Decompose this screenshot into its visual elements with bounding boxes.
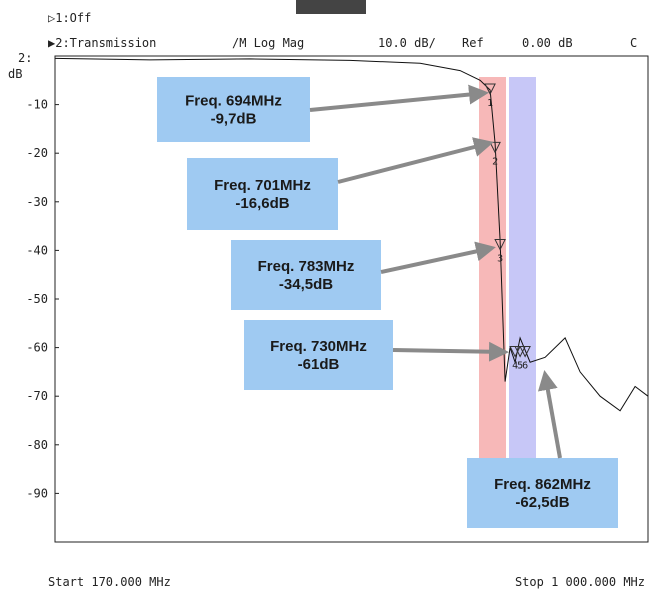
callout-box (244, 320, 393, 390)
callout-arrow (393, 350, 505, 352)
marker-label: 2 (492, 156, 498, 167)
callout-level: -62,5dB (515, 494, 569, 511)
callout-arrow (381, 248, 492, 272)
callout-arrow (310, 93, 485, 110)
channel2: ▶2:Transmission (48, 36, 156, 50)
flag: C (630, 36, 637, 50)
y-tick-label: -40 (26, 243, 48, 257)
marker-label: 3 (497, 254, 503, 265)
callout-box (231, 240, 381, 310)
screen: ▷1:Off ▶2:Transmission /M Log Mag 10.0 d… (0, 0, 650, 589)
callout-freq: Freq. 701MHz (214, 177, 311, 194)
y-tick-label: -70 (26, 389, 48, 403)
callout-box (187, 158, 338, 230)
ref-label: Ref (462, 36, 484, 50)
scale: 10.0 dB/ (378, 36, 436, 50)
stop: Stop 1 000.000 MHz (515, 575, 645, 589)
y-tick-label: -20 (26, 146, 48, 160)
y-channel: 2: (18, 51, 32, 65)
callout-level: -9,7dB (211, 111, 257, 128)
y-tick-label: -80 (26, 438, 48, 452)
band-blue (509, 77, 536, 462)
callout-freq: Freq. 862MHz (494, 476, 591, 493)
callout-level: -61dB (298, 356, 340, 373)
callout-level: -34,5dB (279, 276, 333, 293)
band-red (479, 77, 506, 462)
callout-freq: Freq. 783MHz (258, 258, 355, 275)
format: /M Log Mag (232, 36, 304, 50)
y-tick-label: -30 (26, 195, 48, 209)
device-edge (296, 0, 366, 14)
callout-arrow (545, 374, 560, 458)
y-unit: dB (8, 67, 22, 81)
marker-label: 6 (522, 360, 528, 371)
marker-label: 1 (487, 98, 493, 109)
callout-box (467, 458, 618, 528)
callout-freq: Freq. 694MHz (185, 93, 282, 110)
y-tick-label: -90 (26, 486, 48, 500)
start: Start 170.000 MHz (48, 575, 171, 589)
channel1: ▷1:Off (48, 11, 91, 25)
callout-arrow (338, 143, 490, 182)
y-tick-label: -10 (26, 98, 48, 112)
callout-level: -16,6dB (235, 195, 289, 212)
callout-box (157, 77, 310, 142)
ref-value: 0.00 dB (522, 36, 573, 50)
y-tick-label: -50 (26, 292, 48, 306)
y-tick-label: -60 (26, 341, 48, 355)
callout-freq: Freq. 730MHz (270, 338, 367, 355)
